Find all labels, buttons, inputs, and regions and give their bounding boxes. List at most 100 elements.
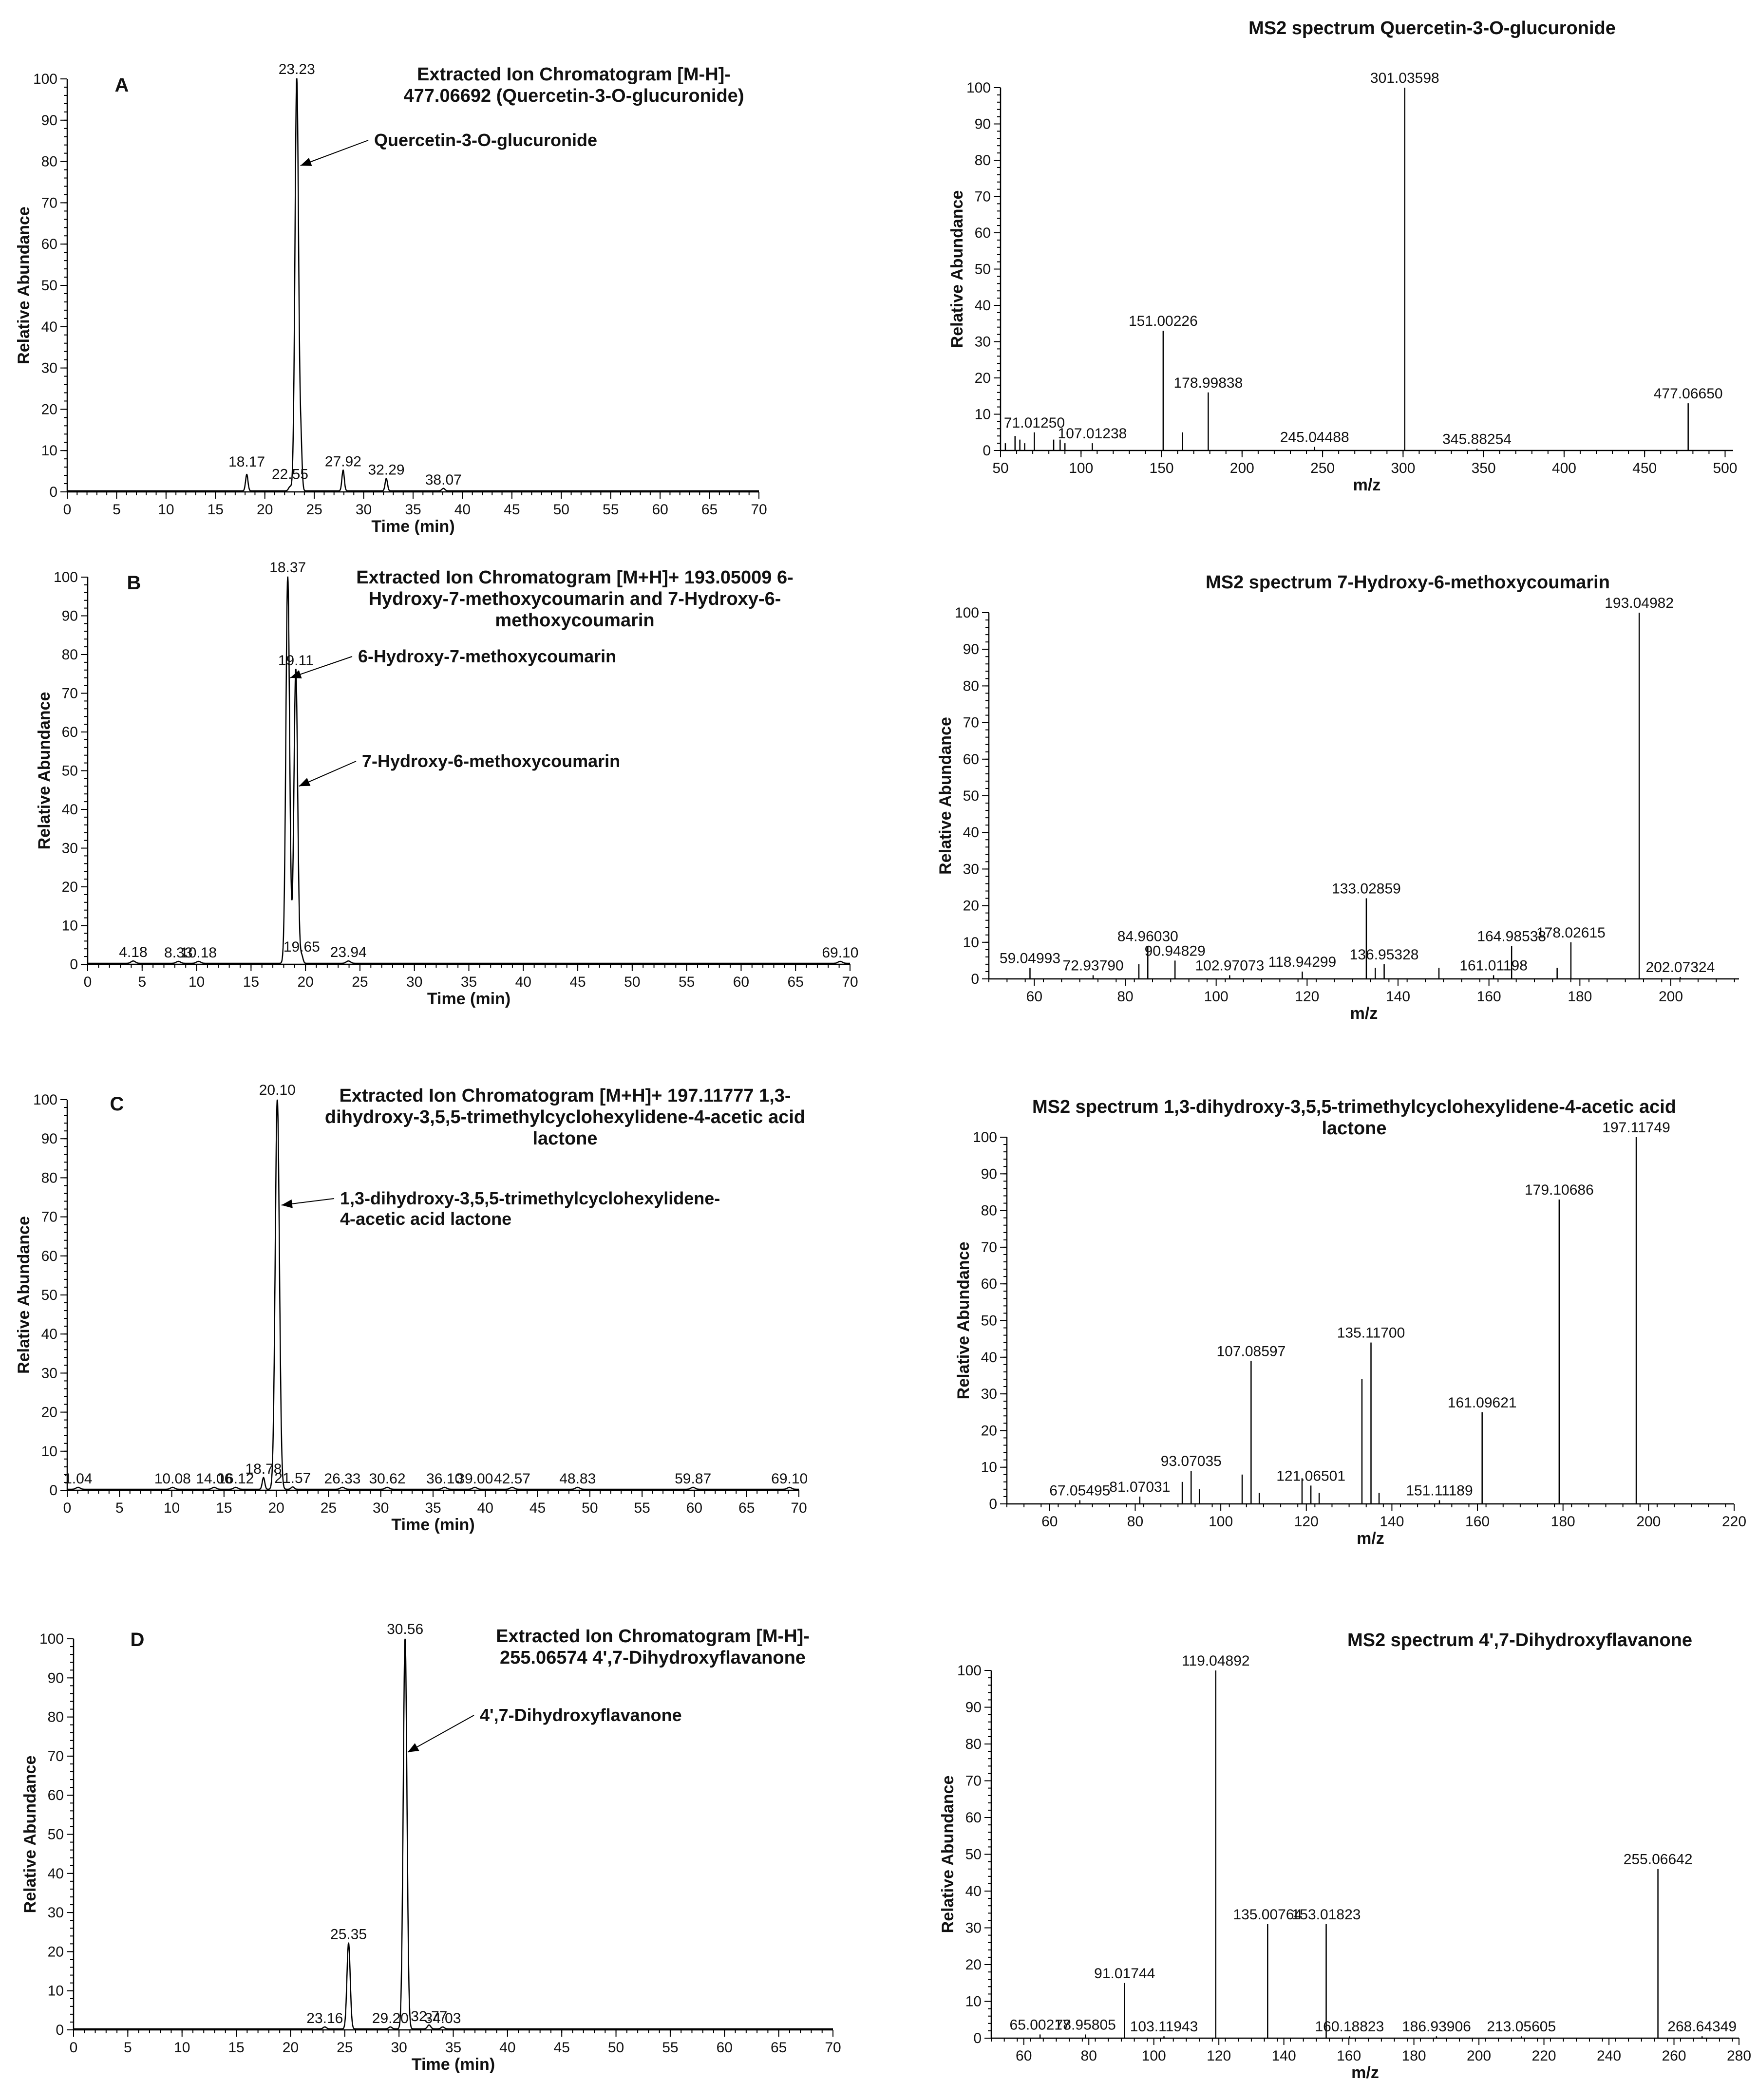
y-tick-label: 40	[41, 319, 57, 335]
y-axis-label: Relative Abundance	[948, 190, 966, 348]
y-tick-label: 60	[965, 1810, 982, 1826]
x-axis-label: Time (min)	[371, 517, 454, 536]
x-tick-label: 35	[461, 974, 477, 990]
peak-label: 91.01744	[1094, 1966, 1155, 1982]
x-tick-label: 260	[1662, 2048, 1686, 2064]
x-tick-label: 150	[1150, 460, 1174, 476]
x-tick-label: 0	[63, 502, 72, 518]
x-tick-label: 100	[1209, 1514, 1233, 1530]
peak-label: 69.10	[822, 945, 858, 961]
y-tick-label: 100	[955, 605, 979, 621]
y-tick-label: 30	[975, 334, 991, 350]
y-tick-label: 20	[965, 1957, 982, 1973]
y-tick-label: 60	[981, 1276, 997, 1292]
x-tick-label: 55	[679, 974, 695, 990]
x-tick-label: 140	[1386, 989, 1410, 1005]
y-tick-label: 40	[62, 802, 78, 818]
peak-label: 23.16	[306, 2010, 343, 2026]
peak-label: 213.05605	[1487, 2019, 1556, 2035]
peak-label: 30.56	[387, 1621, 423, 1637]
y-tick-label: 10	[41, 443, 57, 459]
y-tick-label: 60	[41, 1248, 57, 1264]
peak-label: 19.11	[278, 653, 314, 669]
x-tick-label: 200	[1659, 989, 1683, 1005]
y-tick-label: 80	[62, 647, 78, 663]
panel-ms2-a: 50 100 150 200 250 300 350 400 450 500 0 10 20 30 40 50…	[948, 18, 1738, 494]
x-axis-label: Time (min)	[391, 1516, 474, 1534]
y-axis-label: Relative Abundance	[15, 1216, 33, 1374]
y-tick-label: 50	[981, 1313, 997, 1329]
x-tick-label: 60	[1016, 2048, 1032, 2064]
x-tick-label: 180	[1551, 1514, 1575, 1530]
y-tick-label: 100	[39, 1631, 64, 1647]
y-tick-label: 20	[62, 879, 78, 895]
panel-ms2-c: 60 80 100 120 140 160 180 200 220 0 10 20 30 40 50 60 70…	[954, 1097, 1746, 1548]
peak-label: 93.07035	[1161, 1453, 1222, 1469]
y-tick-label: 70	[963, 715, 979, 731]
x-tick-label: 65	[788, 974, 804, 990]
x-tick-label: 0	[84, 974, 92, 990]
x-tick-label: 20	[297, 974, 313, 990]
y-tick-label: 20	[975, 370, 991, 386]
x-tick-label: 240	[1597, 2048, 1621, 2064]
x-axis-label: Time (min)	[412, 2055, 495, 2074]
y-tick-label: 30	[965, 1920, 982, 1936]
y-tick-label: 100	[966, 80, 991, 96]
y-tick-label: 20	[48, 1944, 64, 1960]
peak-label: 29.20	[372, 2010, 409, 2026]
x-tick-label: 140	[1272, 2048, 1296, 2064]
chart-title-line: Extracted Ion Chromatogram [M-H]-	[496, 1626, 810, 1647]
x-tick-label: 60	[1041, 1514, 1058, 1530]
peak-label: 179.10686	[1525, 1182, 1594, 1198]
annotation-arrow-line	[300, 140, 369, 167]
x-tick-label: 5	[115, 1500, 124, 1516]
peak-label: 197.11749	[1602, 1120, 1670, 1136]
y-tick-label: 80	[48, 1709, 64, 1725]
x-tick-label: 400	[1552, 460, 1576, 476]
y-tick-label: 80	[975, 152, 991, 169]
x-tick-label: 10	[164, 1500, 180, 1516]
x-tick-label: 40	[515, 974, 531, 990]
chart-title-line: Extracted Ion Chromatogram [M+H]+ 193.05…	[356, 567, 794, 588]
x-tick-label: 160	[1477, 989, 1501, 1005]
x-tick-label: 15	[208, 502, 224, 518]
y-tick-label: 20	[41, 1405, 57, 1421]
annotation-label: 6-Hydroxy-7-methoxycoumarin	[358, 646, 616, 666]
x-tick-label: 350	[1472, 460, 1496, 476]
peak-label: 10.08	[154, 1471, 191, 1487]
y-tick-label: 70	[41, 1209, 57, 1225]
annotation-arrow-line	[407, 1715, 474, 1753]
peak-label: 22.55	[272, 467, 308, 483]
peak-label: 178.02615	[1536, 925, 1606, 941]
peak-label: 255.06642	[1624, 1852, 1693, 1868]
y-tick-label: 50	[965, 1847, 982, 1863]
peak-label: 67.05495	[1049, 1482, 1110, 1499]
peak-label: 4.18	[119, 944, 147, 960]
x-tick-label: 50	[624, 974, 640, 990]
peak-label: 161.01198	[1459, 957, 1528, 974]
x-tick-label: 220	[1532, 2048, 1556, 2064]
y-tick-label: 100	[973, 1129, 997, 1145]
peak-label: 245.04488	[1280, 430, 1349, 446]
y-tick-label: 20	[981, 1423, 997, 1439]
peak-label: 65.00217	[1010, 2017, 1071, 2033]
x-tick-label: 60	[717, 2040, 733, 2056]
peak-label: 27.92	[325, 454, 361, 470]
peak-label: 136.95328	[1350, 947, 1419, 963]
peak-label: 42.57	[494, 1471, 530, 1487]
panel-letter: A	[115, 75, 129, 96]
x-tick-label: 20	[268, 1500, 284, 1516]
x-axis-label: m/z	[1350, 1004, 1378, 1023]
x-tick-label: 50	[992, 460, 1008, 476]
y-tick-label: 90	[48, 1670, 64, 1686]
y-tick-label: 90	[981, 1166, 997, 1182]
x-tick-label: 120	[1295, 989, 1319, 1005]
peak-label: 161.09621	[1448, 1395, 1517, 1411]
peak-label: 107.08597	[1216, 1343, 1285, 1359]
x-tick-label: 25	[337, 2040, 353, 2056]
x-tick-label: 70	[825, 2040, 841, 2056]
chart-title-line: Extracted Ion Chromatogram [M+H]+ 197.11…	[339, 1086, 791, 1106]
y-tick-label: 70	[62, 686, 78, 702]
chromatogram-trace	[88, 576, 850, 964]
x-tick-label: 60	[686, 1500, 702, 1516]
